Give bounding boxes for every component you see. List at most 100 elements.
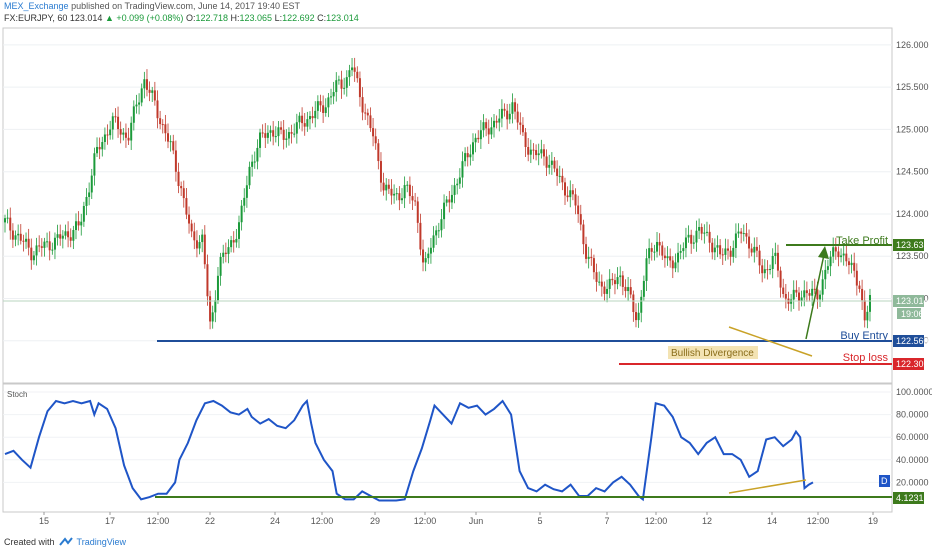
candle-body — [771, 255, 774, 270]
candle-body — [427, 253, 430, 259]
tradingview-link[interactable]: TradingView — [76, 537, 127, 547]
candle-body — [177, 171, 180, 187]
x-tick-label: Jun — [469, 516, 484, 526]
candle-body — [679, 251, 682, 253]
candle-body — [487, 128, 490, 135]
candle-body — [698, 227, 701, 231]
stoch-tick-label: 60.0000 — [896, 432, 929, 442]
candle-body — [574, 194, 577, 206]
candle-body — [248, 166, 251, 186]
candle-body — [264, 133, 267, 138]
candle-body — [734, 233, 737, 248]
candle-body — [327, 97, 330, 108]
candle-body — [164, 124, 167, 134]
candle-body — [616, 277, 619, 285]
price-tick-label: 125.500 — [896, 82, 929, 92]
candle-body — [277, 127, 280, 137]
candle-body — [330, 96, 333, 98]
candle-body — [490, 127, 493, 135]
candle-body — [511, 102, 514, 114]
candle-body — [500, 108, 503, 119]
divergence-label: Bullish Divergence — [671, 348, 754, 359]
candle-body — [863, 300, 866, 321]
x-tick-label: 17 — [105, 516, 115, 526]
x-tick-label: 12:00 — [311, 516, 334, 526]
candle-body — [868, 295, 871, 312]
candle-body — [343, 87, 346, 89]
candle-body — [151, 90, 154, 93]
candle-body — [564, 182, 567, 196]
candle-body — [17, 233, 20, 236]
stoch-legend-marker[interactable] — [879, 475, 890, 487]
candle-body — [740, 231, 743, 234]
candle-body — [235, 238, 238, 243]
candle-body — [308, 116, 311, 120]
candle-body — [598, 281, 601, 283]
open-value: 122.718 — [195, 13, 229, 23]
candle-body — [592, 258, 595, 273]
candle-body — [274, 136, 277, 138]
candle-body — [395, 193, 398, 195]
candle-body — [90, 175, 93, 193]
candle-body — [369, 115, 372, 129]
candle-body — [403, 185, 406, 199]
candle-body — [642, 280, 645, 297]
candle-body — [750, 248, 753, 253]
candle-body — [111, 116, 114, 130]
candle-body — [847, 261, 850, 266]
take-profit-tag-text: 123.633 — [896, 240, 929, 250]
candle-body — [503, 108, 506, 111]
candle-body — [637, 312, 640, 321]
candle-body — [209, 296, 212, 322]
candle-body — [253, 161, 256, 163]
candle-body — [98, 146, 101, 150]
candle-body — [782, 287, 785, 294]
candle-body — [122, 132, 125, 135]
price-pane[interactable] — [2, 27, 893, 384]
candle-body — [682, 248, 685, 252]
candle-body — [506, 110, 509, 120]
candle-body — [180, 186, 183, 189]
candle-body — [545, 156, 548, 168]
candle-body — [285, 138, 288, 140]
candle-body — [437, 230, 440, 232]
candle-body — [816, 289, 819, 300]
candle-body — [361, 97, 364, 113]
candle-body — [821, 279, 824, 295]
low-value: 122.692 — [282, 13, 315, 23]
candle-body — [521, 124, 524, 133]
candle-body — [109, 129, 112, 136]
candle-body — [316, 101, 319, 111]
candle-body — [666, 256, 669, 259]
countdown-text: 19:06 — [901, 309, 924, 319]
candle-body — [38, 245, 41, 247]
candle-body — [245, 185, 248, 198]
candle-body — [88, 192, 91, 197]
candle-body — [130, 122, 133, 141]
candle-body — [9, 217, 12, 231]
candle-body — [103, 134, 106, 143]
candle-body — [188, 214, 191, 224]
candle-body — [837, 251, 840, 258]
candle-body — [727, 248, 730, 251]
candle-body — [464, 153, 467, 162]
candle-body — [721, 254, 724, 256]
candle-body — [776, 252, 779, 271]
candle-body — [4, 218, 6, 223]
stop-loss-tag-text: 122.302 — [896, 359, 929, 369]
candle-body — [377, 143, 380, 162]
candle-body — [834, 247, 837, 252]
candle-body — [535, 150, 538, 156]
candle-body — [135, 104, 138, 107]
candle-body — [140, 88, 143, 103]
candle-body — [156, 100, 159, 119]
candle-body — [803, 290, 806, 298]
candle-body — [779, 270, 782, 288]
publisher-name[interactable]: MEX_Exchange — [4, 1, 69, 11]
candle-body — [206, 264, 209, 297]
candle-body — [443, 202, 446, 220]
candle-body — [335, 80, 338, 93]
candle-body — [792, 289, 795, 300]
candle-body — [56, 234, 59, 238]
